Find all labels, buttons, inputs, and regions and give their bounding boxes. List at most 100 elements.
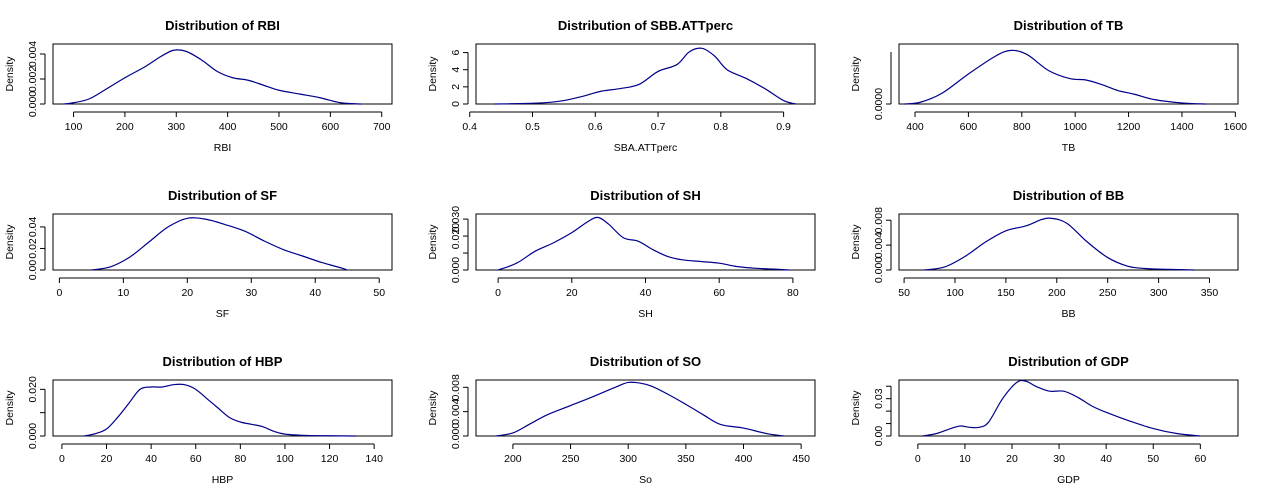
plot-frame — [475, 213, 816, 271]
x-tick-label: 60 — [190, 453, 202, 465]
panel-1: Distribution of RBI 100 200 300 400 500 600 700… — [4, 18, 393, 154]
x-tick-label: 200 — [504, 453, 522, 465]
x-tick-label: 0.8 — [714, 121, 729, 133]
x-axis-label: So — [639, 474, 652, 486]
x-tick-label: 400 — [219, 121, 237, 133]
plot-frame — [475, 379, 816, 437]
y-tick-label: 0.008 — [873, 207, 885, 233]
x-tick-label: 200 — [1048, 287, 1066, 299]
y-tick-label: 0.002 — [27, 66, 39, 92]
y-tick-label: 0.04 — [27, 217, 39, 238]
x-tick-label: 1600 — [1224, 121, 1248, 133]
x-tick-label: 300 — [168, 121, 186, 133]
x-tick-label: 10 — [118, 287, 130, 299]
x-tick-label: 300 — [619, 453, 637, 465]
x-tick-label: 50 — [1147, 453, 1159, 465]
y-tick-label: 6 — [450, 49, 462, 55]
y-tick-label: 0.000 — [27, 91, 39, 117]
x-tick-label: 0.7 — [651, 121, 666, 133]
panel-2: Distribution of SBB.ATTperc 0.4 0.5 0.6 0.7 0… — [427, 18, 816, 154]
plot-frame — [52, 379, 393, 437]
x-tick-label: 200 — [116, 121, 134, 133]
x-tick-label: 50 — [373, 287, 385, 299]
x-tick-label: 120 — [321, 453, 339, 465]
chart-title: Distribution of TB — [1014, 18, 1124, 33]
panel-6: Distribution of BB 50 100 150 200 250 300 350 BB… — [850, 188, 1239, 320]
plot-frame — [898, 213, 1239, 271]
x-tick-label: 700 — [373, 121, 391, 133]
x-tick-label: 350 — [1201, 287, 1219, 299]
chart-title: Distribution of SBB.ATTperc — [558, 18, 733, 33]
y-axis-label: Density — [427, 390, 439, 426]
x-tick-label: 0 — [495, 287, 501, 299]
x-axis-label: HBP — [212, 474, 234, 486]
x-tick-label: 400 — [906, 121, 924, 133]
x-tick-label: 100 — [65, 121, 83, 133]
density-curve — [84, 383, 357, 437]
density-curve — [495, 381, 784, 437]
x-tick-label: 20 — [101, 453, 113, 465]
x-tick-label: 60 — [1194, 453, 1206, 465]
chart-title: Distribution of GDP — [1008, 354, 1129, 369]
plot-frame — [475, 43, 816, 105]
x-axis-label: SH — [638, 308, 653, 320]
y-tick-label: 0.004 — [873, 232, 885, 258]
x-axis-label: GDP — [1057, 474, 1080, 486]
x-tick-label: 1000 — [1063, 121, 1087, 133]
y-tick-label: 0.004 — [27, 41, 39, 67]
y-tick-label: 0.000 — [873, 257, 885, 283]
chart-title: Distribution of BB — [1013, 188, 1124, 203]
y-tick-label: 4 — [450, 67, 462, 73]
plot-frame — [52, 213, 393, 271]
plot-frame — [52, 43, 393, 105]
y-axis-label: Density — [850, 224, 862, 260]
x-tick-label: 0.6 — [588, 121, 603, 133]
y-axis-label: Density — [4, 56, 16, 92]
y-axis-label: Density — [850, 56, 862, 92]
y-tick-label: 0 — [450, 101, 462, 107]
y-tick-label: 0.000 — [450, 257, 462, 283]
x-tick-label: 50 — [898, 287, 910, 299]
chart-title: Distribution of SO — [590, 354, 701, 369]
y-tick-label: 0.00 — [27, 260, 39, 281]
x-tick-label: 400 — [735, 453, 753, 465]
density-curve — [924, 217, 1195, 271]
density-curve — [63, 49, 362, 105]
panel-9: Distribution of GDP 0 10 20 30 40 50 60 GDP 0.00 0… — [850, 354, 1239, 486]
density-curve — [904, 49, 1206, 105]
panel-3: Distribution of TB 400 600 800 1000 1200 1400 1… — [850, 18, 1247, 154]
x-tick-label: 350 — [677, 453, 695, 465]
x-tick-label: 0 — [915, 453, 921, 465]
x-tick-label: 30 — [245, 287, 257, 299]
x-tick-label: 0.5 — [525, 121, 540, 133]
panel-8: Distribution of SO 200 250 300 350 400 450 So 0.… — [427, 354, 816, 486]
density-curve — [91, 217, 348, 271]
y-axis-label: Density — [4, 390, 16, 426]
x-tick-label: 80 — [234, 453, 246, 465]
y-tick-label: 0.008 — [450, 374, 462, 400]
x-tick-label: 250 — [562, 453, 580, 465]
y-axis-label: Density — [850, 390, 862, 426]
panel-7: Distribution of HBP 0 20 40 60 80 100 120 140 HBP… — [4, 354, 393, 486]
x-tick-label: 140 — [365, 453, 383, 465]
plot-frame — [898, 379, 1239, 437]
x-tick-label: 1200 — [1117, 121, 1141, 133]
chart-title: Distribution of SH — [590, 188, 701, 203]
x-tick-label: 300 — [1150, 287, 1168, 299]
x-tick-label: 40 — [145, 453, 157, 465]
y-axis-label: Density — [427, 56, 439, 92]
x-tick-label: 0 — [56, 287, 62, 299]
panel-5: Distribution of SH 0 20 40 60 80 SH 0.000 0.0200… — [427, 188, 816, 320]
x-tick-label: 250 — [1099, 287, 1117, 299]
y-tick-label: 0.020 — [450, 223, 462, 249]
chart-title: Distribution of RBI — [165, 18, 280, 33]
x-tick-label: 100 — [946, 287, 964, 299]
x-axis-label: BB — [1061, 308, 1075, 320]
x-tick-label: 150 — [997, 287, 1015, 299]
y-tick-label: 0.030 — [450, 206, 462, 232]
x-tick-label: 1400 — [1170, 121, 1194, 133]
x-tick-label: 10 — [959, 453, 971, 465]
x-tick-label: 40 — [309, 287, 321, 299]
panel-4: Distribution of SF 0 10 20 30 40 50 SF 0.000.020… — [4, 188, 393, 320]
